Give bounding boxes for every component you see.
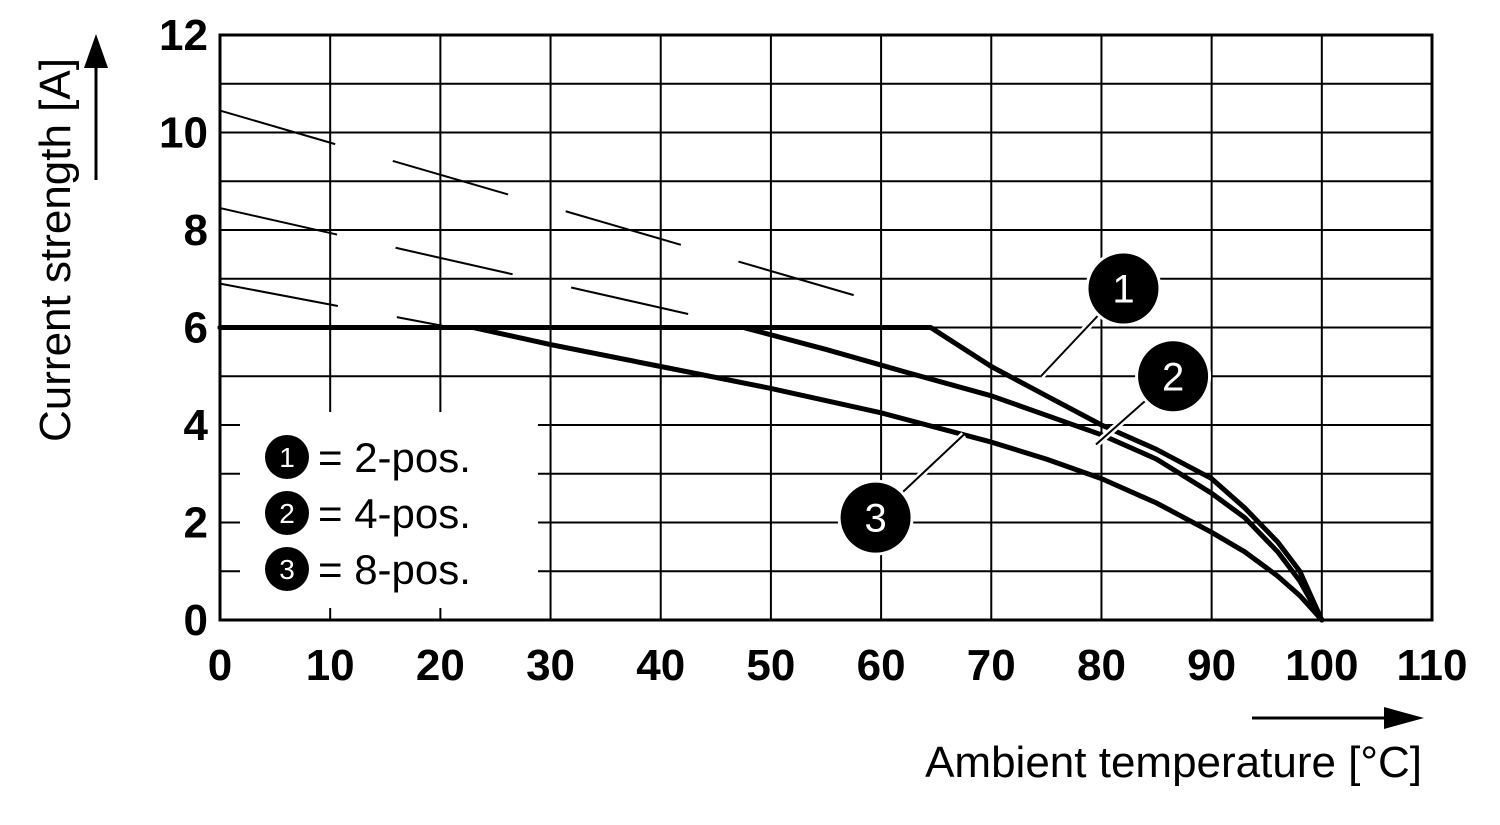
legend-marker <box>265 435 309 479</box>
series-line-3 <box>217 325 1325 623</box>
x-tick-label: 80 <box>1077 641 1126 690</box>
series-line-1 <box>217 325 1325 623</box>
series-line-2 <box>217 325 1325 623</box>
legend-entry-text: = 4-pos. <box>318 490 471 537</box>
legend: 1 = 2-pos. 2 = 4-pos. 3 = 8-pos. <box>240 412 538 608</box>
axis-titles: Current strength [A] Ambient temperature… <box>31 34 1424 787</box>
legend-marker-number: 1 <box>279 442 295 473</box>
y-axis-arrow-head <box>84 34 108 68</box>
x-tick-label: 40 <box>636 641 685 690</box>
y-tick-label: 2 <box>184 499 208 548</box>
callout-badge <box>1138 341 1209 412</box>
x-tick-label: 10 <box>306 641 355 690</box>
dashed-lines <box>219 109 882 329</box>
x-tick-label: 110 <box>1397 641 1468 690</box>
callout-badge-number: 2 <box>1162 355 1184 399</box>
x-tick-label: 30 <box>526 641 575 690</box>
y-tick-label: 6 <box>184 304 208 353</box>
dashed-line <box>219 207 706 319</box>
x-axis-label: Ambient temperature [°C] <box>925 738 1422 787</box>
callout-badge-number: 1 <box>1112 268 1134 312</box>
x-tick-label: 70 <box>967 641 1016 690</box>
x-tick-label: 60 <box>857 641 906 690</box>
x-tick-label: 50 <box>746 641 795 690</box>
x-axis-arrow-head <box>1384 707 1424 729</box>
x-tick-label: 0 <box>208 641 232 690</box>
x-tick-label: 20 <box>416 641 465 690</box>
y-tick-label: 12 <box>159 11 208 60</box>
legend-entry-text: = 8-pos. <box>318 546 471 593</box>
dashed-line <box>219 109 882 305</box>
legend-marker-number: 2 <box>279 498 295 529</box>
x-tick-label: 90 <box>1187 641 1236 690</box>
callouts: 12 3 <box>837 250 1212 556</box>
y-tick-label: 4 <box>184 401 209 450</box>
x-tick-label: 100 <box>1285 641 1358 690</box>
grid <box>218 33 1434 622</box>
y-tick-label: 8 <box>184 206 208 255</box>
legend-marker <box>265 547 309 591</box>
series-lines <box>217 325 1325 623</box>
callout-badge-number: 3 <box>864 497 886 541</box>
dashed-line <box>219 282 452 329</box>
y-axis-label: Current strength [A] <box>31 58 80 442</box>
callout-badge <box>1088 253 1159 324</box>
legend-entry-text: = 2-pos. <box>318 434 471 481</box>
y-tick-label: 10 <box>159 109 208 158</box>
legend-marker <box>265 491 309 535</box>
y-tick-label: 0 <box>184 596 208 645</box>
callout-badge <box>840 482 911 553</box>
legend-marker-number: 3 <box>279 554 295 585</box>
